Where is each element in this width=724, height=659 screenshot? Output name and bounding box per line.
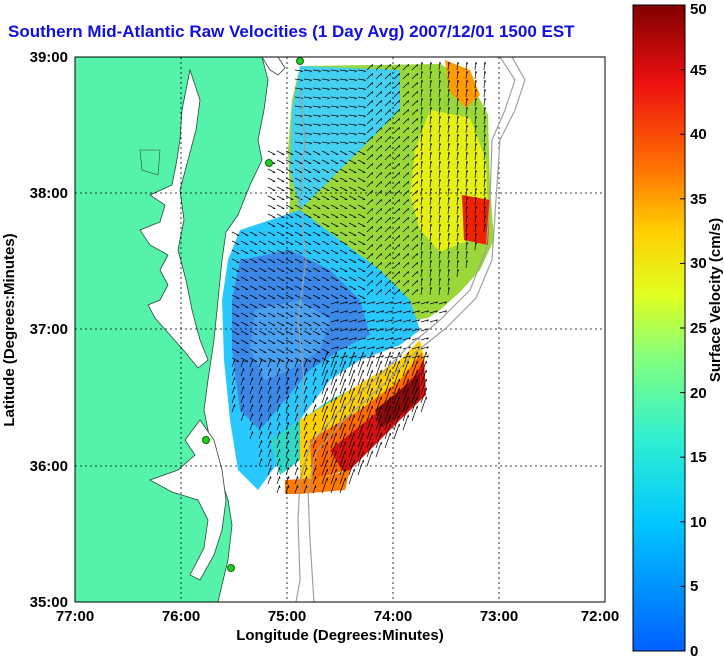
x-tick-label: 76:00 <box>162 608 200 625</box>
colorbar-tick-label: 45 <box>690 62 707 79</box>
station-marker <box>265 159 273 167</box>
colorbar-tick-marks <box>680 4 685 652</box>
station-markers <box>202 57 304 572</box>
delaware-bay <box>261 57 286 76</box>
colorbar-tick-label: 50 <box>690 1 707 18</box>
colorbar-tick-label: 30 <box>690 255 707 272</box>
map-title: Southern Mid-Atlantic Raw Velocities (1 … <box>8 22 575 41</box>
colorbar <box>632 4 686 652</box>
y-axis-label: Latitude (Degrees:Minutes) <box>1 233 18 426</box>
chesapeake-bay <box>139 68 209 369</box>
y-tick-label: 39:00 <box>30 49 68 66</box>
colorbar-tick-label: 5 <box>690 578 698 595</box>
y-tick-label: 38:00 <box>30 185 68 202</box>
x-axis-label: Longitude (Degrees:Minutes) <box>236 627 444 644</box>
x-tick-label: 75:00 <box>268 608 306 625</box>
colorbar-tick-label: 15 <box>690 449 707 466</box>
colorbar-tick-label: 20 <box>690 385 707 402</box>
station-marker <box>296 57 304 65</box>
colorbar-tick-label: 0 <box>690 643 698 659</box>
colorbar-tick-label: 10 <box>690 514 707 531</box>
velocity-field <box>222 60 494 494</box>
pamlico-sound <box>149 419 227 581</box>
colorbar-tick-label: 40 <box>690 126 707 143</box>
bathymetry-contours <box>295 57 526 602</box>
colorbar-tick-label: 35 <box>690 191 707 208</box>
colorbar-label: Surface Velocity (cm/s) <box>707 218 724 382</box>
station-marker <box>202 436 210 444</box>
y-tick-label: 35:00 <box>30 594 68 611</box>
x-tick-label: 72:00 <box>581 608 619 625</box>
x-tick-label: 77:00 <box>56 608 94 625</box>
colorbar-tick-label: 25 <box>690 320 707 337</box>
station-marker <box>227 564 235 572</box>
y-tick-label: 36:00 <box>30 458 68 475</box>
y-tick-label: 37:00 <box>30 321 68 338</box>
x-tick-label: 74:00 <box>374 608 412 625</box>
x-tick-label: 73:00 <box>480 608 518 625</box>
